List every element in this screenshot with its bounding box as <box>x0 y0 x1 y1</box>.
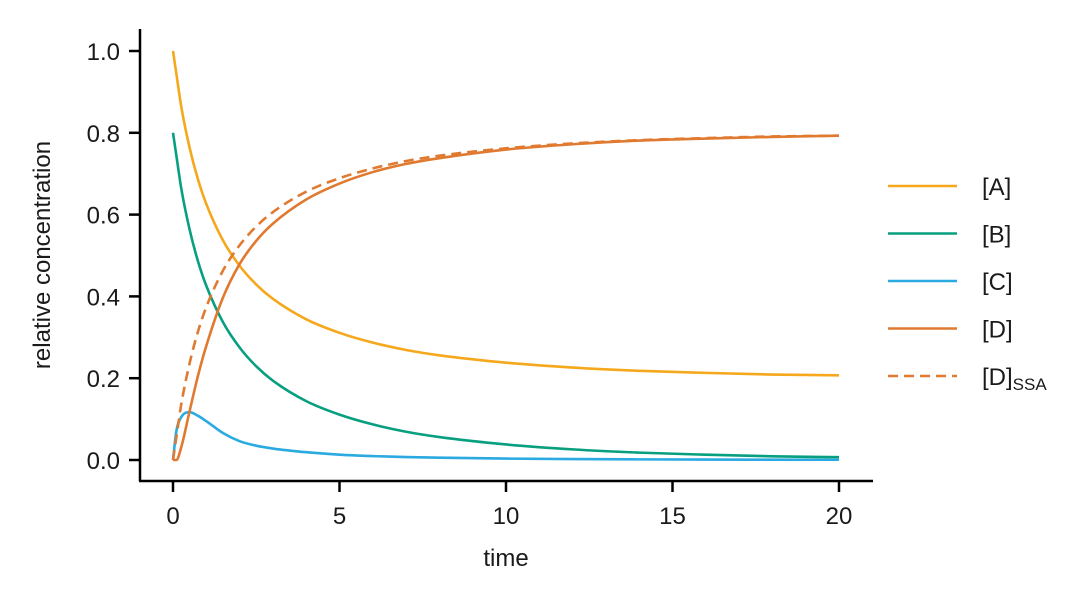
y-ticks: 0.0 0.2 0.4 0.6 0.8 1.0 <box>87 39 140 475</box>
legend-label: [D]SSA <box>982 364 1047 394</box>
legend: [A] [B] [C] [D] [D]SSA <box>888 174 1047 394</box>
series-line-a <box>171 50 840 377</box>
series-line-c <box>171 410 840 462</box>
series-line-b <box>171 132 840 459</box>
x-ticks: 0 5 10 15 20 <box>166 481 852 530</box>
y-axis-label: relative concentration <box>29 141 56 369</box>
x-tick-label: 20 <box>826 503 853 530</box>
legend-label: [D] <box>982 317 1013 344</box>
legend-label: [A] <box>982 174 1011 201</box>
y-tick-label: 0.4 <box>87 284 120 311</box>
y-tick-label: 1.0 <box>87 39 120 66</box>
plot-area <box>171 50 840 462</box>
y-tick-label: 0.2 <box>87 366 120 393</box>
x-axis-label: time <box>483 545 528 572</box>
legend-label: [B] <box>982 222 1011 249</box>
y-tick-label: 0.8 <box>87 121 120 148</box>
y-tick-label: 0.6 <box>87 203 120 230</box>
y-tick-label: 0.0 <box>87 448 120 475</box>
x-tick-label: 0 <box>166 503 179 530</box>
legend-label: [C] <box>982 269 1013 296</box>
series-layer <box>171 50 840 462</box>
x-tick-label: 10 <box>493 503 520 530</box>
x-tick-label: 15 <box>659 503 686 530</box>
x-tick-label: 5 <box>333 503 346 530</box>
series-line-dssa <box>171 134 840 461</box>
